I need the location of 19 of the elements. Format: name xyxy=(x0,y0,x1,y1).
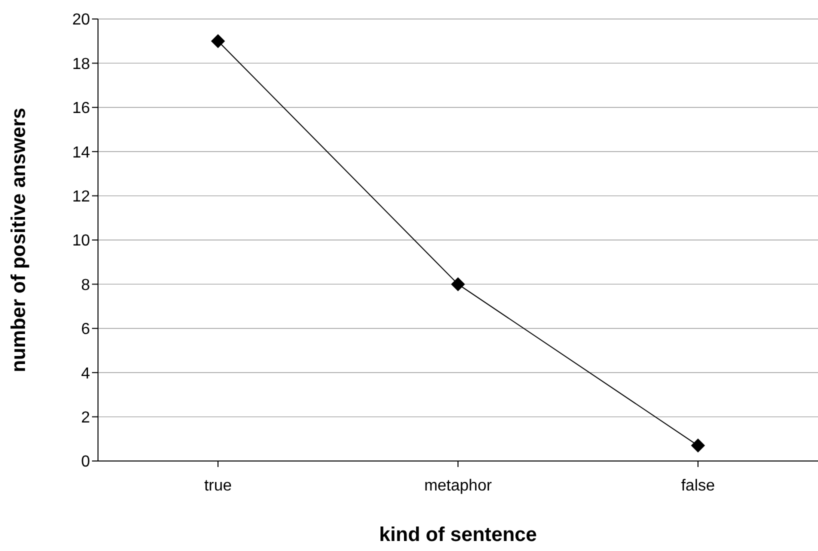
x-tick-label: true xyxy=(204,477,232,494)
y-tick-label: 10 xyxy=(72,232,90,250)
x-tick-label: metaphor xyxy=(424,477,492,494)
y-tick-label: 20 xyxy=(72,12,90,29)
point xyxy=(451,277,465,292)
x-tick-label: false xyxy=(681,477,715,494)
y-tick-label: 8 xyxy=(81,276,90,294)
y-tick-label: 12 xyxy=(72,188,90,206)
y-tick-label: 6 xyxy=(81,321,90,338)
y-tick-label: 16 xyxy=(72,100,90,118)
y-tick-label: 14 xyxy=(72,144,90,162)
x-axis-title: kind of sentence xyxy=(379,524,537,546)
y-axis-title: number of positive answers xyxy=(8,108,30,372)
y-tick-label: 0 xyxy=(81,454,90,471)
point xyxy=(211,34,225,48)
y-tick-label: 18 xyxy=(72,56,90,73)
point xyxy=(691,438,705,453)
y-tick-label: 2 xyxy=(81,409,90,426)
y-tick-label: 4 xyxy=(81,365,90,382)
